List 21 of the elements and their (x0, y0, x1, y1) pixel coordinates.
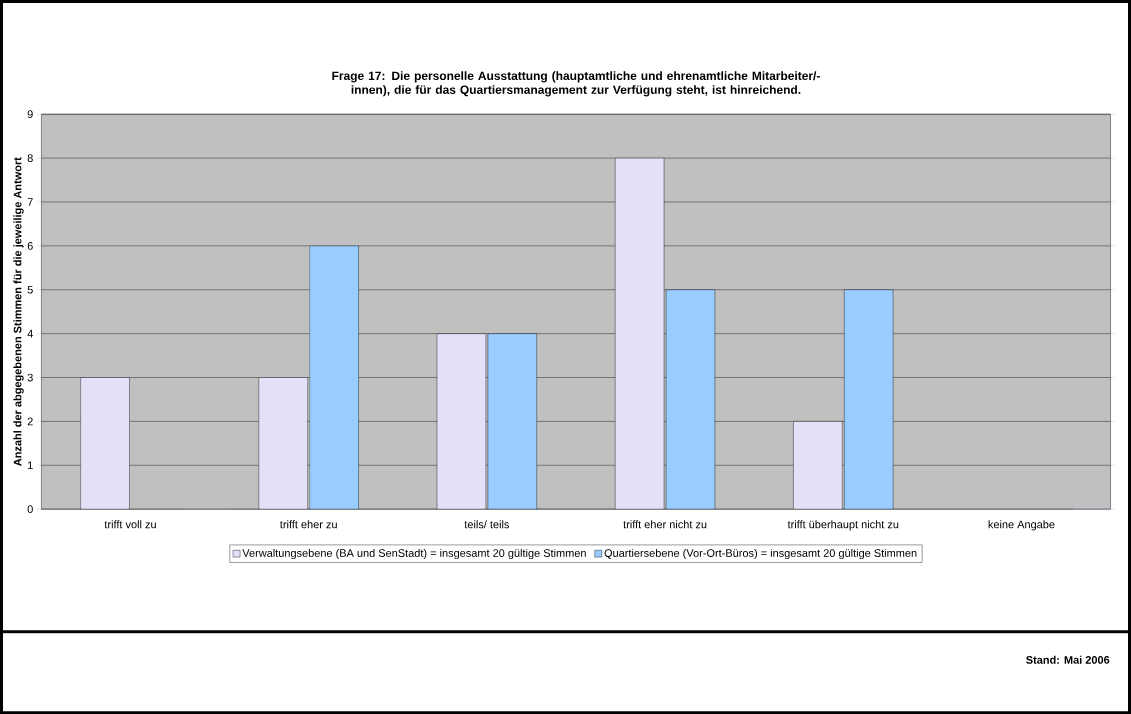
x-tick-label: trifft voll zu (104, 520, 156, 529)
y-axis-title: Anzahl der abgegebenen Stimmen für die jeweilige Antwort (13, 157, 24, 466)
y-tick-label: 4 (27, 329, 33, 338)
y-tick-label: 3 (27, 373, 33, 382)
y-tick-label: 9 (27, 110, 33, 119)
legend-label: Quartiersebene (Vor-Ort-Büros) = insgesamt 20 gültige Stimmen (604, 548, 917, 560)
legend-label: Verwaltungsebene (BA und SenStadt) = insgesamt 20 gültige Stimmen (242, 548, 586, 560)
y-tick-label: 7 (27, 198, 33, 206)
chart-title: Frage 17: Die personelle Ausstattung (hauptamtliche und ehrenamtliche Mitarbeiter/-innen), die für das Quartiersmanagement zur Verfügung steht, ist hinreichend. (332, 71, 820, 97)
y-tick-label: 6 (27, 241, 33, 250)
x-tick-label: trifft überhaupt nicht zu (787, 520, 899, 531)
y-tick-label: 1 (28, 461, 33, 470)
text: Stand: Mai 2006 (1026, 655, 1110, 664)
y-tick-label: 0 (27, 505, 33, 513)
y-tick-label: 2 (27, 417, 33, 426)
x-tick-label: keine Angabe (988, 520, 1055, 531)
y-tick-label: 8 (27, 154, 33, 162)
x-tick-label: trifft eher zu (279, 520, 337, 529)
y-tick-label: 5 (27, 285, 33, 294)
x-tick-label: trifft eher nicht zu (623, 520, 707, 529)
x-tick-label: teils/ teils (464, 520, 510, 529)
